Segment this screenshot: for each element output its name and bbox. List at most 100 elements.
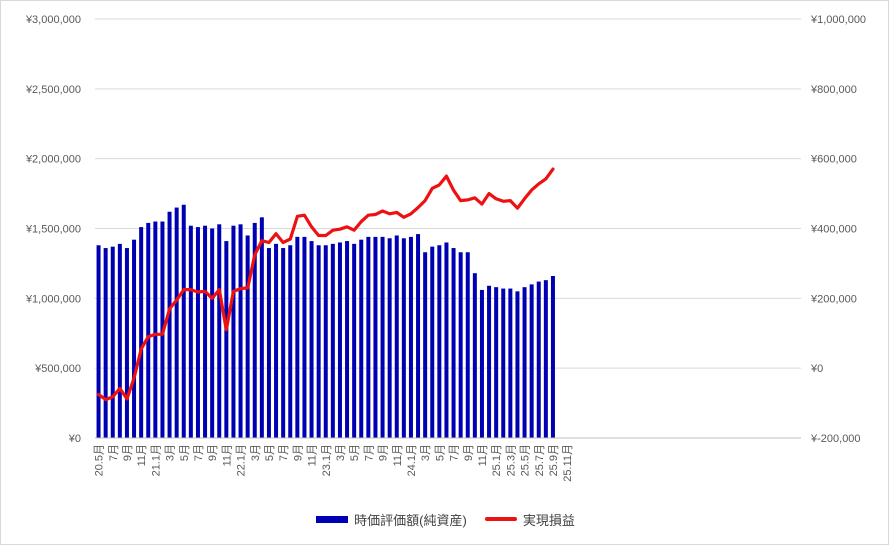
bar [550, 275, 555, 438]
bar [309, 241, 314, 438]
line-path [96, 167, 555, 402]
x-tick-label: 3月 [250, 444, 262, 461]
x-tick-label: 23.1月 [321, 444, 333, 476]
bar [352, 243, 357, 438]
bar [238, 224, 243, 438]
bar [146, 222, 151, 438]
bar [465, 252, 470, 438]
bar [132, 239, 137, 438]
x-tick-label: 21.1月 [150, 444, 162, 476]
x-tick-label: 11月 [136, 444, 148, 466]
legend: 時価評価額(純資産) 実現損益 [1, 509, 889, 529]
left-tick-label: ¥0 [68, 433, 81, 445]
bar [117, 243, 122, 438]
bar [302, 236, 307, 438]
bar [210, 228, 215, 438]
left-tick-label: ¥2,500,000 [25, 84, 81, 96]
x-tick-label: 5月 [349, 444, 361, 461]
bar [472, 273, 477, 438]
right-tick-label: ¥-200,000 [810, 433, 861, 445]
bar [139, 227, 144, 438]
left-axis-tick-labels: ¥0 ¥500,000 ¥1,000,000 ¥1,500,000 ¥2,000,000… [25, 14, 81, 445]
bar [124, 248, 129, 438]
bar [188, 225, 193, 438]
x-tick-label: 7月 [108, 444, 120, 461]
bar [231, 225, 236, 438]
bar [224, 241, 229, 438]
bar [373, 236, 378, 438]
bar [245, 235, 250, 438]
x-tick-label: 25.11月 [562, 444, 574, 482]
left-tick-label: ¥1,000,000 [25, 293, 81, 305]
legend-bar-swatch [316, 515, 349, 523]
x-tick-label: 7月 [278, 444, 290, 461]
bar [380, 236, 385, 438]
x-tick-label: 11月 [307, 444, 319, 466]
x-tick-label: 7月 [363, 444, 375, 461]
legend-line-label: 実現損益 [522, 512, 575, 528]
bar [110, 246, 115, 438]
left-tick-label: ¥2,000,000 [25, 154, 81, 166]
x-tick-label: 9月 [292, 444, 304, 461]
right-tick-label: ¥800,000 [810, 84, 857, 96]
bar [316, 245, 321, 438]
bar [430, 246, 435, 438]
x-tick-label: 25.1月 [491, 444, 503, 476]
x-tick-label: 25.7月 [534, 444, 546, 476]
right-tick-label: ¥600,000 [810, 154, 857, 166]
bar [437, 245, 442, 438]
x-tick-label: 9月 [122, 444, 134, 461]
x-tick-label: 5月 [179, 444, 191, 461]
bar [408, 236, 413, 438]
legend-item-bar-series: 時価評価額(純資産) [316, 510, 467, 529]
bar [281, 248, 286, 438]
x-tick-label: 25.3月 [505, 444, 517, 476]
bar [217, 224, 222, 438]
bar-series [96, 204, 555, 438]
bar [103, 248, 108, 438]
legend-bar-label: 時価評価額(純資産) [354, 512, 467, 528]
bar [345, 241, 350, 438]
x-tick-label: 11月 [392, 444, 404, 466]
bar [451, 248, 456, 438]
x-tick-label: 5月 [264, 444, 276, 461]
bar [536, 281, 541, 438]
bar [323, 245, 328, 438]
right-axis-tick-labels: ¥-200,000 ¥0 ¥200,000 ¥400,000 ¥600,000 ¥800,… [810, 14, 866, 445]
x-tick-label: 7月 [193, 444, 205, 461]
left-tick-label: ¥1,500,000 [25, 224, 81, 236]
bar [479, 289, 484, 438]
bar [529, 284, 534, 438]
bar [543, 280, 548, 438]
x-tick-label: 11月 [477, 444, 489, 466]
bar [259, 217, 264, 438]
bar [487, 285, 492, 438]
bar [266, 248, 271, 438]
bar [167, 211, 172, 438]
right-tick-label: ¥200,000 [810, 293, 857, 305]
bar [295, 236, 300, 438]
right-tick-label: ¥1,000,000 [810, 14, 866, 26]
bar [174, 207, 179, 438]
x-tick-label: 11月 [221, 444, 233, 466]
x-tick-label: 9月 [207, 444, 219, 461]
bar [416, 234, 421, 438]
bar [366, 236, 371, 438]
bar [203, 225, 208, 438]
bar [444, 242, 449, 438]
legend-item-line-series: 実現損益 [484, 510, 575, 529]
legend-line-swatch [484, 517, 517, 521]
bar [181, 204, 186, 438]
bar [494, 287, 499, 438]
bar [359, 239, 364, 438]
bar [195, 227, 200, 438]
bar [401, 238, 406, 438]
bar [96, 245, 101, 438]
bar [501, 288, 506, 438]
x-tick-label: 3月 [165, 444, 177, 461]
right-tick-label: ¥400,000 [810, 224, 857, 236]
x-tick-label: 22.1月 [236, 444, 248, 476]
x-tick-label: 25.9月 [548, 444, 560, 476]
bar [394, 235, 399, 438]
